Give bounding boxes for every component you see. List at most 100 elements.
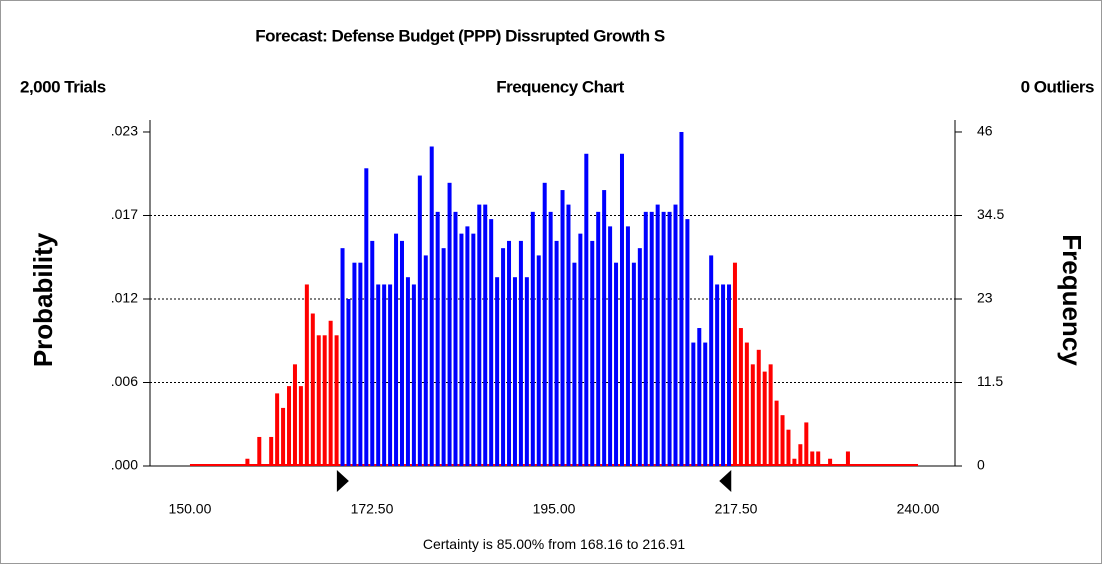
bar [667,211,672,466]
bar [637,248,642,466]
bar [798,444,803,466]
bar [447,182,452,467]
bar [619,153,624,466]
bar [465,226,470,466]
bar [625,226,630,466]
bar [429,146,434,467]
bar [518,240,523,466]
certainty-value: 85.00% [497,536,544,552]
y2-tick-label: 0 [977,457,985,473]
y-tick-label: .006 [111,373,138,389]
bar [512,277,517,466]
y-tick-label: .017 [111,206,138,222]
bar [411,284,416,466]
x-tick-label: 150.00 [169,501,212,517]
bar [631,262,636,466]
x-tick-label: 195.00 [533,501,576,517]
bar [524,277,529,466]
y-tick-label: .012 [111,290,138,306]
x-tick-label: 240.00 [897,501,940,517]
bar [340,248,345,466]
bar [334,335,339,466]
bar [483,204,488,466]
bar [768,364,773,466]
bar [810,451,815,466]
bar [584,153,589,466]
bar [566,204,571,466]
lower-value: 168.16 [580,536,623,552]
bar [489,219,494,466]
bar [727,284,732,466]
bar [679,131,684,466]
bar [501,248,506,466]
bar [738,328,743,466]
bar [691,342,696,466]
bar [536,255,541,466]
bar [292,364,297,466]
bar [572,262,577,466]
bar [780,415,785,466]
bar [322,335,327,466]
bar [578,233,583,466]
bar [269,436,274,466]
bar [370,240,375,466]
bar [364,168,369,466]
y-axis-label: Probability [28,232,58,367]
bar [608,226,613,466]
bar [845,451,850,466]
bar [792,458,797,466]
bar [590,240,595,466]
bar [804,422,809,466]
bar [750,364,755,466]
bar [417,175,422,466]
y2-axis-label: Frequency [1057,234,1087,366]
bar [721,284,726,466]
bar [744,342,749,466]
bar [405,277,410,466]
bar [643,211,648,466]
bar [298,386,303,466]
upper-value: 216.91 [642,536,685,552]
bar [477,204,482,466]
certainty-prefix: Certainty is [423,536,493,552]
bar [548,211,553,466]
bar [453,211,458,466]
from-word: from [548,536,576,552]
bar [715,284,720,466]
bar [709,255,714,466]
bar [441,248,446,466]
bar [554,240,559,466]
bar [542,182,547,467]
bar [697,328,702,466]
bar [762,371,767,466]
bar [673,204,678,466]
lower-marker [336,470,349,492]
bar [352,262,357,466]
bar [596,211,601,466]
bar [275,393,280,466]
y2-tick-label: 46 [977,123,993,139]
bar [328,320,333,466]
bar [685,219,690,466]
bar [661,211,666,466]
bar [245,458,250,466]
bar [786,429,791,466]
y2-tick-label: 23 [977,290,993,306]
bar [394,233,399,466]
bar [316,335,321,466]
bar [281,407,286,466]
bar [471,233,476,466]
bar [649,211,654,466]
bar [459,233,464,466]
bar [304,284,309,466]
bar [614,262,619,466]
bar [602,190,607,466]
bar [732,262,737,466]
y2-tick-label: 34.5 [977,206,1004,222]
bar [774,400,779,466]
bar [346,298,351,466]
x-tick-label: 217.50 [715,501,758,517]
y2-tick-label: 11.5 [977,373,1003,389]
bar [560,190,565,466]
